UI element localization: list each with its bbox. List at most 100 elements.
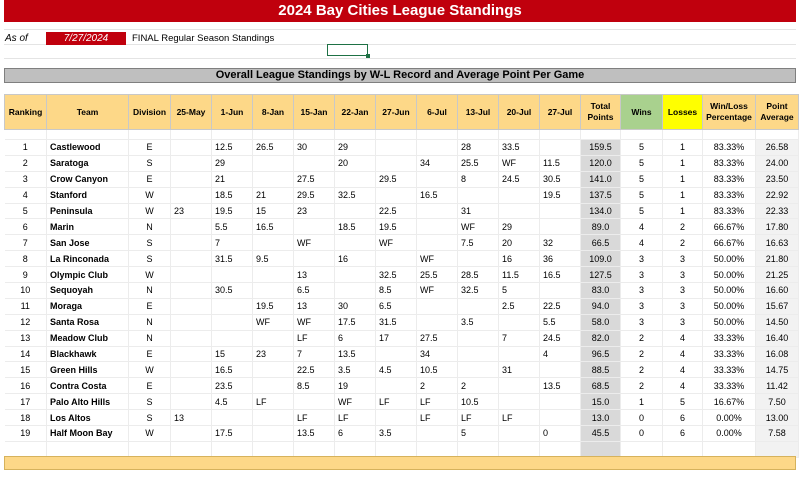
table-cell[interactable]: 3 — [620, 282, 663, 299]
table-cell[interactable]: 18.5 — [211, 187, 253, 204]
table-cell[interactable]: 16.5 — [416, 187, 458, 204]
table-cell[interactable]: 6 — [4, 218, 47, 236]
table-cell[interactable]: 32.5 — [334, 187, 376, 204]
selected-cell[interactable] — [327, 44, 368, 56]
table-cell[interactable] — [416, 139, 458, 156]
table-cell[interactable]: 36 — [539, 250, 581, 268]
table-cell[interactable] — [170, 314, 212, 331]
table-cell[interactable] — [170, 266, 212, 284]
table-cell[interactable]: 96.5 — [580, 346, 621, 363]
table-cell[interactable] — [539, 393, 581, 411]
table-cell[interactable]: 23 — [170, 203, 212, 220]
table-cell[interactable] — [293, 218, 335, 236]
column-header[interactable]: Team — [46, 94, 129, 130]
table-cell[interactable]: 8.5 — [375, 282, 417, 299]
table-cell[interactable] — [252, 377, 294, 395]
table-cell[interactable]: 19.5 — [211, 203, 253, 220]
table-cell[interactable] — [498, 377, 540, 395]
table-cell[interactable]: 0 — [620, 409, 663, 427]
table-cell[interactable]: 3 — [662, 282, 703, 299]
table-cell[interactable]: 11.5 — [498, 266, 540, 284]
table-cell[interactable]: 8 — [457, 171, 499, 188]
table-cell[interactable]: 21.80 — [755, 250, 799, 268]
table-cell[interactable] — [375, 250, 417, 268]
table-cell[interactable] — [457, 361, 499, 379]
table-cell[interactable]: 50.00% — [702, 314, 756, 331]
table-cell[interactable]: 127.5 — [580, 266, 621, 284]
table-cell[interactable]: 2 — [620, 330, 663, 347]
column-header[interactable]: 6-Jul — [416, 94, 458, 130]
table-cell[interactable] — [170, 218, 212, 236]
table-cell[interactable]: 14.50 — [755, 314, 799, 331]
table-cell[interactable]: 24.00 — [755, 155, 799, 172]
as-of-date-cell[interactable]: 7/27/2024 — [46, 32, 126, 45]
table-cell[interactable]: 2 — [416, 377, 458, 395]
table-cell[interactable]: 16.5 — [539, 266, 581, 284]
table-cell[interactable]: 4 — [662, 346, 703, 363]
table-cell[interactable]: E — [128, 377, 171, 395]
table-cell[interactable]: E — [128, 171, 171, 188]
table-cell[interactable]: Palo Alto Hills — [46, 393, 129, 411]
table-cell[interactable]: 15 — [4, 361, 47, 379]
table-cell[interactable] — [293, 393, 335, 411]
table-cell[interactable]: Contra Costa — [46, 377, 129, 395]
table-cell[interactable]: 19 — [334, 377, 376, 395]
table-cell[interactable] — [416, 298, 458, 315]
table-cell[interactable]: 16 — [4, 377, 47, 395]
column-header[interactable]: 15-Jan — [293, 94, 335, 130]
table-cell[interactable]: 15 — [252, 203, 294, 220]
table-cell[interactable]: 16.08 — [755, 346, 799, 363]
table-cell[interactable]: LF — [252, 393, 294, 411]
table-cell[interactable] — [170, 377, 212, 395]
table-cell[interactable] — [170, 361, 212, 379]
table-cell[interactable]: W — [128, 425, 171, 442]
table-cell[interactable]: 7 — [293, 346, 335, 363]
table-cell[interactable]: 1 — [662, 139, 703, 156]
table-cell[interactable]: 29.5 — [293, 187, 335, 204]
table-cell[interactable]: 23 — [293, 203, 335, 220]
table-cell[interactable] — [170, 187, 212, 204]
table-cell[interactable] — [170, 139, 212, 156]
table-cell[interactable]: 16.40 — [755, 330, 799, 347]
table-cell[interactable]: 5 — [620, 187, 663, 204]
table-cell[interactable] — [539, 282, 581, 299]
table-cell[interactable] — [334, 266, 376, 284]
table-cell[interactable]: 45.5 — [580, 425, 621, 442]
table-cell[interactable]: San Jose — [46, 234, 129, 252]
table-cell[interactable] — [416, 171, 458, 188]
table-cell[interactable]: 5.5 — [539, 314, 581, 331]
table-cell[interactable]: 5 — [620, 155, 663, 172]
table-cell[interactable]: 33.33% — [702, 346, 756, 363]
table-cell[interactable]: 4.5 — [375, 361, 417, 379]
table-cell[interactable]: N — [128, 330, 171, 347]
table-cell[interactable]: 4 — [539, 346, 581, 363]
table-cell[interactable]: 31.5 — [211, 250, 253, 268]
table-cell[interactable] — [375, 346, 417, 363]
table-cell[interactable]: 2 — [620, 346, 663, 363]
table-cell[interactable]: Meadow Club — [46, 330, 129, 347]
table-cell[interactable]: 7.58 — [755, 425, 799, 442]
table-cell[interactable]: 2 — [457, 377, 499, 395]
table-cell[interactable]: WF — [416, 282, 458, 299]
column-header[interactable]: 27-Jul — [539, 94, 581, 130]
table-cell[interactable]: N — [128, 282, 171, 299]
table-cell[interactable] — [498, 187, 540, 204]
table-cell[interactable]: 21.25 — [755, 266, 799, 284]
column-header[interactable]: 20-Jul — [498, 94, 540, 130]
table-cell[interactable] — [498, 393, 540, 411]
table-cell[interactable]: Olympic Club — [46, 266, 129, 284]
table-cell[interactable]: 4.5 — [211, 393, 253, 411]
table-cell[interactable]: 13 — [293, 266, 335, 284]
table-cell[interactable]: 4 — [620, 234, 663, 252]
table-cell[interactable]: 66.67% — [702, 234, 756, 252]
table-cell[interactable]: 15 — [211, 346, 253, 363]
table-cell[interactable]: 137.5 — [580, 187, 621, 204]
table-cell[interactable] — [375, 139, 417, 156]
table-cell[interactable] — [539, 139, 581, 156]
table-cell[interactable]: 88.5 — [580, 361, 621, 379]
table-cell[interactable]: 23.50 — [755, 171, 799, 188]
column-header[interactable]: Win/Loss Percentage — [702, 94, 756, 130]
table-cell[interactable]: 7 — [498, 330, 540, 347]
table-cell[interactable]: 4 — [662, 377, 703, 395]
table-cell[interactable]: 1 — [4, 139, 47, 156]
